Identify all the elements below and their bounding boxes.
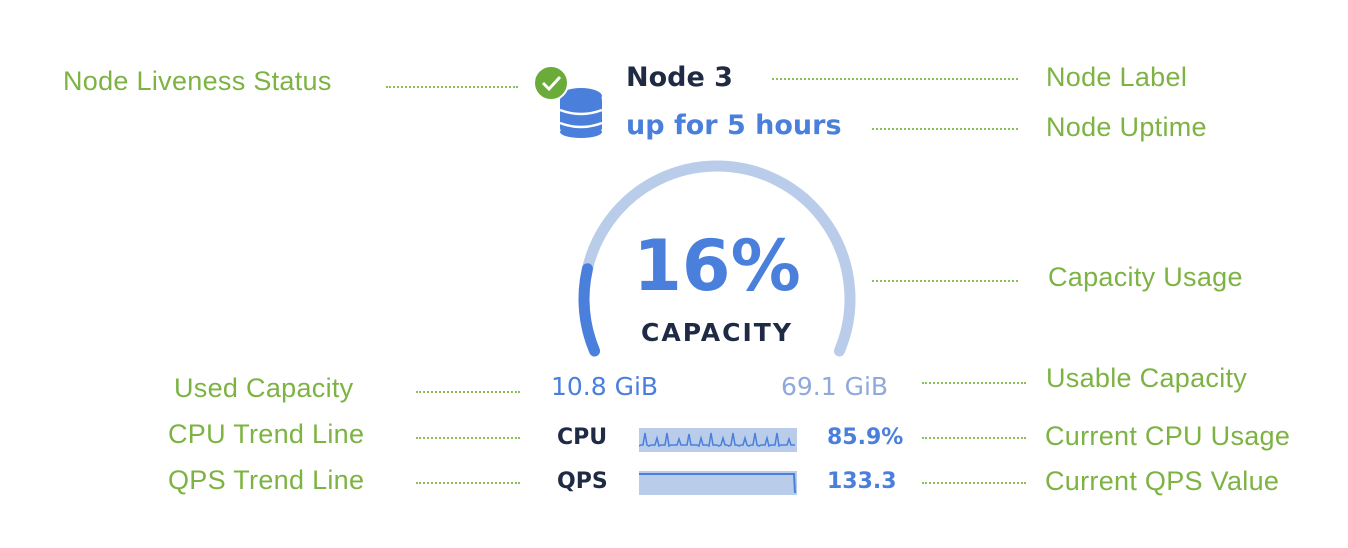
leader-line	[922, 482, 1026, 484]
capacity-gauge	[578, 160, 856, 357]
leader-line	[922, 382, 1026, 384]
annotation-cpu-current: Current CPU Usage	[1045, 421, 1291, 451]
leader-line	[772, 78, 1018, 80]
check-circle-icon	[533, 65, 569, 101]
database-icon	[559, 88, 603, 138]
capacity-percent: 16%	[633, 225, 801, 307]
cpu-label: CPU	[557, 425, 608, 450]
annotation-capacity-usage: Capacity Usage	[1048, 262, 1243, 292]
annotation-usable-capacity: Usable Capacity	[1046, 363, 1248, 393]
annotation-qps-trend: QPS Trend Line	[168, 465, 365, 495]
leader-line	[872, 128, 1018, 130]
leader-line	[416, 437, 520, 439]
qps-value: 133.3	[827, 469, 897, 494]
qps-sparkline	[639, 471, 797, 495]
leader-line	[416, 482, 520, 484]
usable-capacity: 69.1 GiB	[781, 372, 889, 401]
gauge-fill	[578, 263, 601, 357]
annotation-label: Node Label	[1046, 62, 1188, 92]
annotation-qps-current: Current QPS Value	[1045, 466, 1280, 496]
annotation-cpu-trend: CPU Trend Line	[168, 419, 365, 449]
annotation-liveness: Node Liveness Status	[63, 66, 332, 96]
leader-line	[872, 280, 1018, 282]
cpu-value: 85.9%	[827, 425, 904, 450]
capacity-label: CAPACITY	[641, 318, 793, 347]
node-uptime: up for 5 hours	[626, 110, 842, 141]
node-label[interactable]: Node 3	[626, 62, 733, 93]
qps-label: QPS	[557, 469, 608, 494]
used-capacity: 10.8 GiB	[551, 372, 659, 401]
annotation-used-capacity: Used Capacity	[174, 373, 354, 403]
cpu-sparkline	[639, 428, 797, 452]
leader-line	[416, 391, 520, 393]
leader-line	[386, 86, 518, 88]
annotation-uptime: Node Uptime	[1046, 112, 1207, 142]
leader-line	[922, 437, 1026, 439]
